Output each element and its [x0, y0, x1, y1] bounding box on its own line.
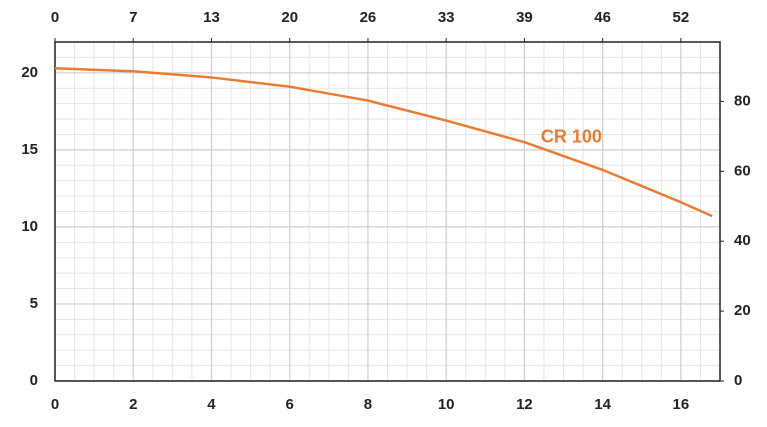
x2-tick-label: 52 — [673, 9, 690, 26]
x2-tick-label: 39 — [516, 9, 533, 26]
x-tick-label: 14 — [594, 396, 611, 413]
plot-frame — [54, 41, 721, 382]
x-tick-label: 2 — [129, 396, 137, 413]
curve — [54, 66, 713, 218]
y2-tick-label: 60 — [734, 162, 751, 179]
x-tick-label: 0 — [51, 396, 59, 413]
x-tick-label: 16 — [673, 396, 690, 413]
x2-tick-label: 33 — [438, 9, 455, 26]
y-tick-label: 20 — [21, 64, 38, 81]
x2-tick-label: 20 — [281, 9, 298, 26]
y-tick-label: 5 — [30, 295, 38, 312]
y-tick-label: 0 — [30, 372, 38, 389]
x2-tick-label: 0 — [51, 9, 59, 26]
x2-tick-label: 13 — [203, 9, 220, 26]
y2-tick-label: 80 — [734, 92, 751, 109]
x-tick-label: 4 — [207, 396, 216, 413]
x-tick-label: 12 — [516, 396, 533, 413]
y-tick-label: 10 — [21, 218, 38, 235]
x-tick-label: 8 — [364, 396, 372, 413]
series-label: CR 100 — [541, 126, 602, 146]
x2-tick-label: 46 — [594, 9, 611, 26]
x-tick-label: 6 — [286, 396, 294, 413]
y-tick-label: 15 — [21, 141, 38, 158]
y2-tick-label: 40 — [734, 232, 751, 249]
x-tick-label: 10 — [438, 396, 455, 413]
x2-tick-label: 7 — [129, 9, 137, 26]
y2-tick-label: 20 — [734, 302, 751, 319]
y2-tick-label: 0 — [734, 372, 742, 389]
x2-tick-label: 26 — [360, 9, 377, 26]
